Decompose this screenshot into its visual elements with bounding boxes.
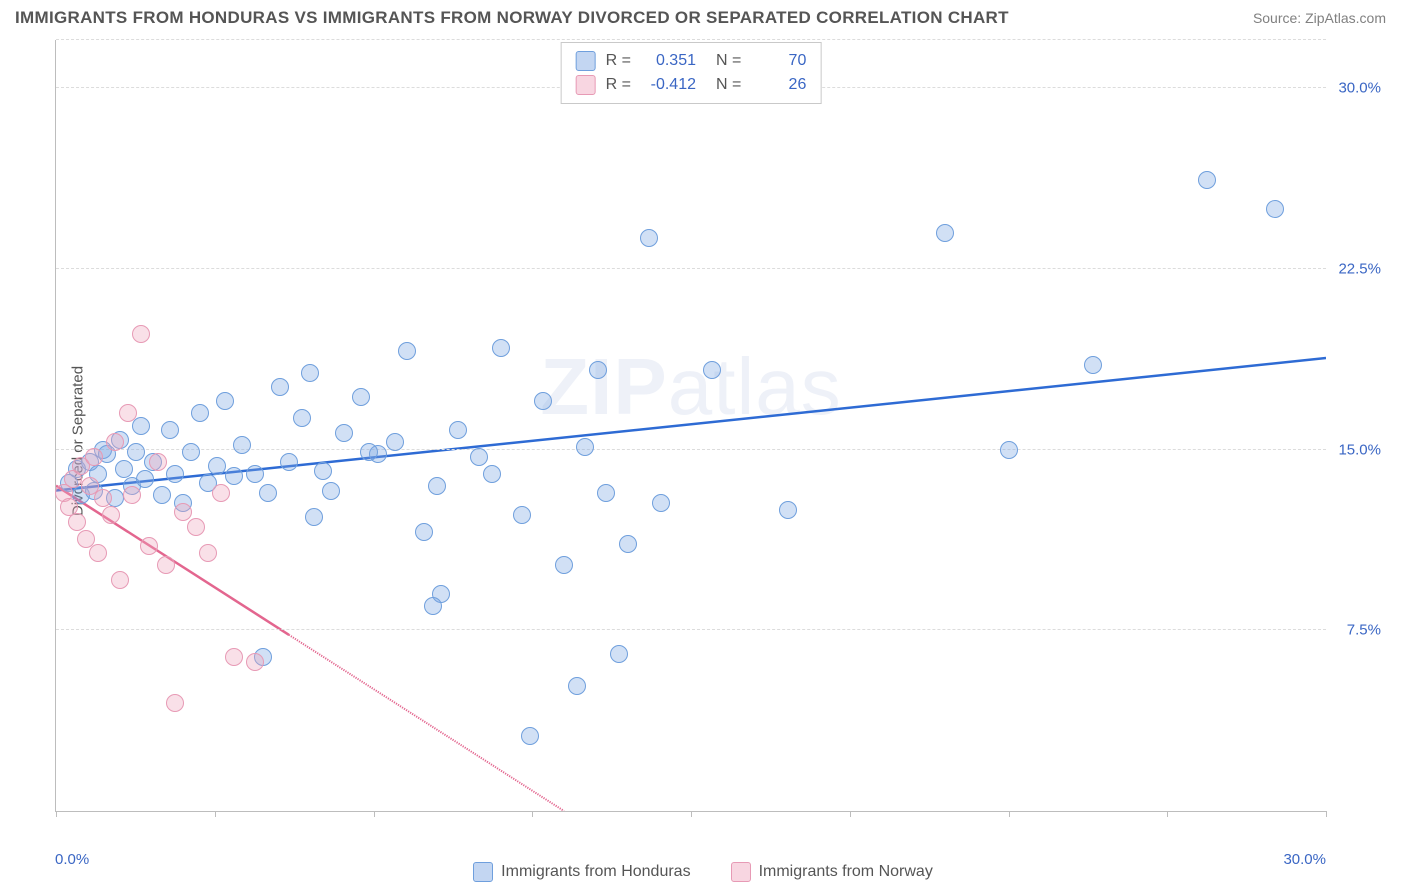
x-tick [215,811,216,817]
data-point [212,484,230,502]
legend-item-2: Immigrants from Norway [731,862,933,882]
data-point [94,489,112,507]
data-point [89,544,107,562]
data-point [246,653,264,671]
data-point [106,433,124,451]
stats-row-1: R = 0.351 N = 70 [576,49,807,73]
n-value-1: 70 [751,52,806,70]
x-tick [1009,811,1010,817]
x-tick [532,811,533,817]
data-point [85,448,103,466]
data-point [140,537,158,555]
chart-header: IMMIGRANTS FROM HONDURAS VS IMMIGRANTS F… [0,0,1406,34]
x-tick [850,811,851,817]
data-point [119,404,137,422]
plot-region: ZIPatlas R = 0.351 N = 70 R = -0.412 N =… [55,40,1326,812]
data-point [132,325,150,343]
data-point [149,453,167,471]
r-label: R = [606,52,631,70]
chart-area: Divorced or Separated ZIPatlas R = 0.351… [15,40,1386,842]
swatch-pink-icon [576,75,596,95]
n-label: N = [716,76,741,94]
legend-label-2: Immigrants from Norway [759,863,933,881]
y-tick-label: 22.5% [1331,260,1381,277]
data-point [166,694,184,712]
n-value-2: 26 [751,76,806,94]
data-point [199,544,217,562]
x-tick [374,811,375,817]
stats-row-2: R = -0.412 N = 26 [576,73,807,97]
data-point [111,571,129,589]
swatch-blue-icon [576,51,596,71]
x-tick [1326,811,1327,817]
r-label: R = [606,76,631,94]
x-tick [1167,811,1168,817]
x-tick [691,811,692,817]
y-tick-label: 7.5% [1331,622,1381,639]
data-point [187,518,205,536]
y-tick-label: 15.0% [1331,441,1381,458]
r-value-1: 0.351 [641,52,696,70]
chart-source: Source: ZipAtlas.com [1253,10,1386,26]
stats-legend: R = 0.351 N = 70 R = -0.412 N = 26 [561,42,822,104]
data-point [123,486,141,504]
data-point [157,556,175,574]
n-label: N = [716,52,741,70]
data-point [68,513,86,531]
chart-title: IMMIGRANTS FROM HONDURAS VS IMMIGRANTS F… [15,8,1009,28]
y-tick-label: 30.0% [1331,80,1381,97]
x-tick [56,811,57,817]
series-legend: Immigrants from Honduras Immigrants from… [0,862,1406,882]
data-point [225,648,243,666]
legend-label-1: Immigrants from Honduras [501,863,690,881]
legend-item-1: Immigrants from Honduras [473,862,690,882]
series-2 [56,40,1326,811]
swatch-blue-icon [473,862,493,882]
swatch-pink-icon [731,862,751,882]
r-value-2: -0.412 [641,76,696,94]
data-point [102,506,120,524]
